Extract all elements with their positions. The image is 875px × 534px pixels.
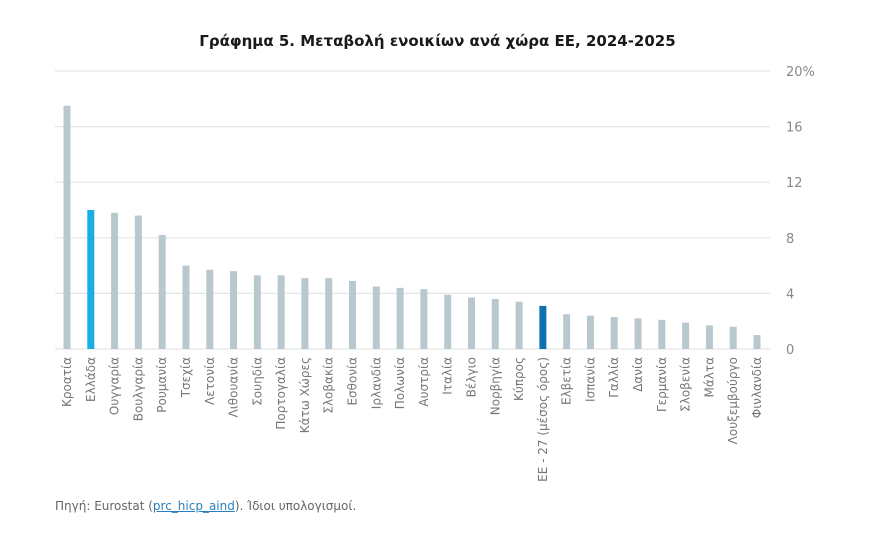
x-tick-label: Κύπρος — [512, 357, 526, 401]
x-tick-label: Ελβετία — [560, 357, 574, 405]
bar — [444, 294, 452, 349]
x-tick-label: Ελλάδα — [84, 357, 98, 402]
x-tick-label: Νορβηγία — [488, 357, 502, 415]
bar — [253, 275, 261, 349]
bar — [111, 212, 119, 349]
x-tick-label: Δανία — [631, 357, 645, 392]
source-note: Πηγή: Eurostat (prc_hicp_aind). Ίδιοι υπ… — [55, 499, 356, 513]
bar — [277, 275, 285, 349]
bar — [586, 315, 594, 349]
bar — [301, 278, 309, 349]
x-tick-label: Ιταλία — [441, 357, 455, 395]
bar — [230, 271, 238, 349]
bar — [325, 278, 333, 349]
bar — [182, 265, 190, 349]
y-tick-label: 16 — [786, 121, 803, 136]
chart-title: Γράφημα 5. Μεταβολή ενοικίων ανά χώρα ΕΕ… — [199, 32, 676, 50]
bar — [420, 289, 428, 349]
y-tick-label: 20% — [786, 65, 815, 80]
x-tick-label: Λετονία — [203, 357, 217, 405]
x-tick-label: Σλοβενία — [679, 357, 693, 412]
bar — [705, 325, 713, 349]
x-tick-label: Ρουμανία — [155, 357, 169, 413]
bar — [539, 305, 547, 349]
x-tick-label: Ουγγαρία — [108, 357, 122, 415]
bar — [515, 301, 523, 349]
x-tick-label: Γαλλία — [607, 357, 621, 398]
bar — [491, 298, 499, 349]
y-tick-label: 4 — [786, 287, 794, 302]
bar — [610, 317, 618, 349]
x-tick-label: Λουξεμβούργο — [726, 357, 740, 444]
bar — [396, 287, 404, 349]
source-link[interactable]: prc_hicp_aind — [152, 499, 235, 513]
bar — [206, 269, 214, 349]
x-tick-label: Φινλανδία — [750, 357, 764, 418]
x-tick-label: Κάτω Χώρες — [298, 357, 312, 433]
bar — [729, 326, 737, 349]
x-tick-label: Λιθουανία — [227, 357, 241, 418]
source-prefix: Πηγή: Eurostat ( — [55, 499, 153, 513]
source-suffix: ). Ίδιοι υπολογισμοί. — [234, 499, 357, 513]
x-tick-label: Πολωνία — [393, 357, 407, 409]
bar — [158, 235, 166, 349]
bar — [134, 215, 142, 349]
x-tick-label: Κροατία — [60, 357, 74, 407]
x-tick-label: Μάλτα — [702, 357, 716, 398]
bar — [87, 210, 95, 349]
x-tick-label: Γερμανία — [655, 357, 669, 412]
bar — [658, 319, 666, 349]
x-tick-label: Τσεχία — [179, 357, 193, 398]
bar — [467, 297, 475, 349]
x-tick-label: Σλοβακία — [322, 357, 336, 414]
x-tick-label: Βέλγιο — [464, 357, 478, 397]
x-tick-label: Ισπανία — [583, 357, 597, 402]
bar — [63, 105, 71, 349]
bar — [753, 335, 761, 349]
x-tick-label: Ιρλανδία — [369, 357, 383, 409]
y-tick-label: 8 — [786, 232, 794, 247]
bar — [349, 280, 357, 349]
x-tick-label: ΕΕ - 27 (μέσος όρος) — [536, 357, 550, 482]
x-tick-label: Αυστρία — [417, 357, 431, 407]
bar — [634, 318, 642, 349]
y-tick-label: 12 — [786, 176, 803, 191]
y-tick-label: 0 — [786, 343, 794, 358]
x-tick-label: Πορτογαλία — [274, 357, 288, 430]
x-tick-label: Σουηδία — [250, 357, 264, 406]
bar — [563, 314, 571, 349]
bar — [682, 322, 690, 349]
bar — [372, 286, 380, 349]
x-tick-label: Βουλγαρία — [131, 357, 145, 421]
x-tick-label: Εσθονία — [346, 357, 360, 406]
